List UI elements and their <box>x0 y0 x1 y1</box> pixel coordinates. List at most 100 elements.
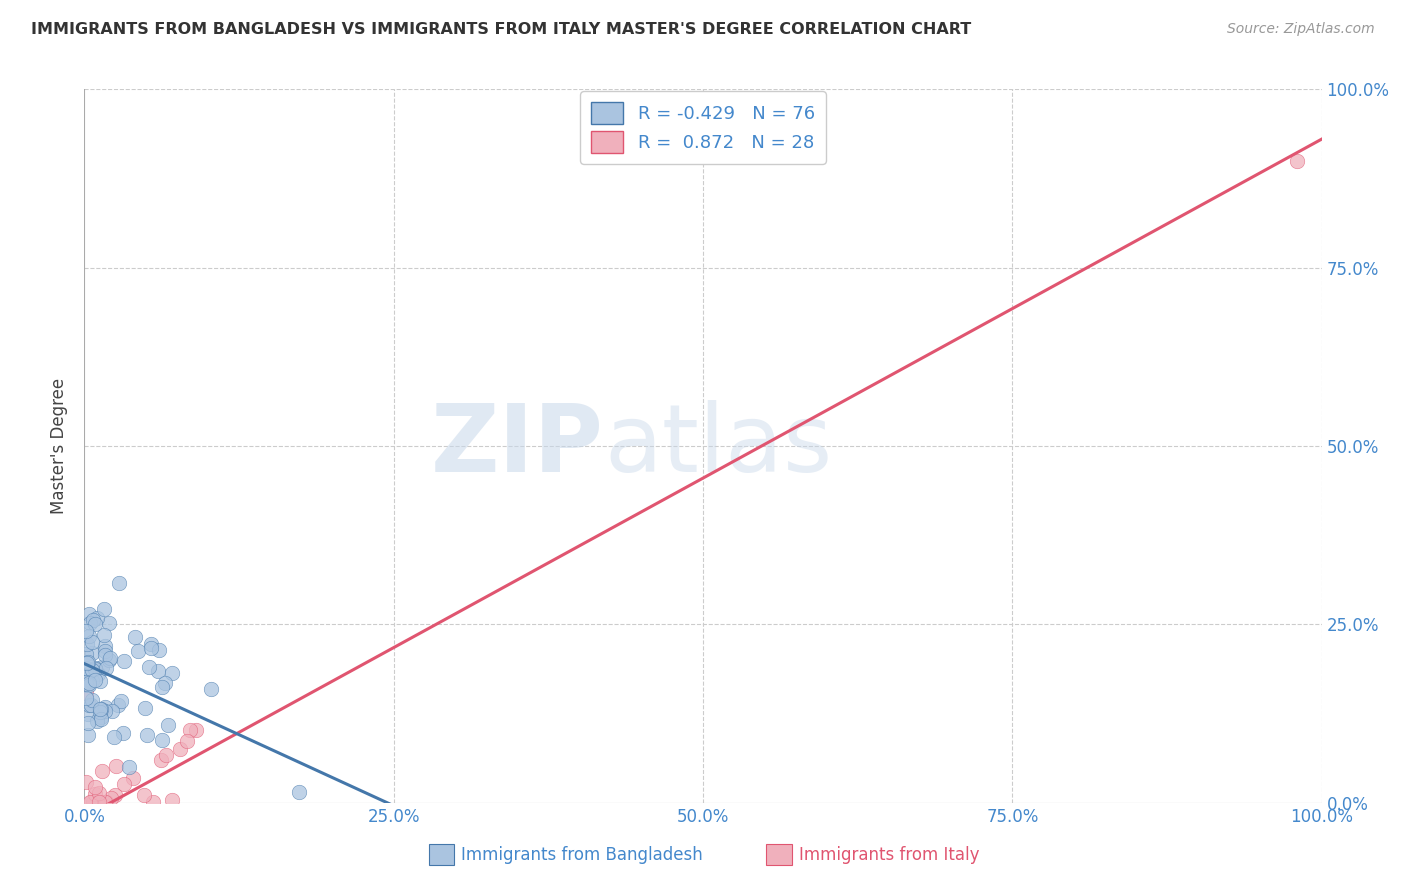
Point <box>94 700 117 714</box>
Point <box>77 715 100 730</box>
Bar <box>766 845 792 865</box>
Point <box>89 705 111 719</box>
Text: Immigrants from Bangladesh: Immigrants from Bangladesh <box>461 846 703 863</box>
Point <box>87 667 110 681</box>
Text: IMMIGRANTS FROM BANGLADESH VS IMMIGRANTS FROM ITALY MASTER'S DEGREE CORRELATION : IMMIGRANTS FROM BANGLADESH VS IMMIGRANTS… <box>31 22 972 37</box>
Point <box>94 795 117 809</box>
Legend: R = -0.429   N = 76, R =  0.872   N = 28: R = -0.429 N = 76, R = 0.872 N = 28 <box>581 91 825 164</box>
Point <box>124 630 146 644</box>
Point <box>90 712 112 726</box>
Point <box>179 723 201 737</box>
Text: atlas: atlas <box>605 400 832 492</box>
Point <box>288 785 311 799</box>
Point <box>176 734 198 748</box>
Point <box>89 673 111 688</box>
Point <box>77 607 100 622</box>
Point <box>94 795 117 809</box>
Text: Source: ZipAtlas.com: Source: ZipAtlas.com <box>1227 22 1375 37</box>
Point <box>93 704 115 718</box>
Point <box>83 617 105 632</box>
Point <box>153 676 176 690</box>
Point <box>155 747 177 762</box>
Point <box>75 774 97 789</box>
Point <box>98 651 121 665</box>
Point <box>79 615 101 630</box>
Point <box>76 655 98 669</box>
Point <box>76 637 98 651</box>
Point <box>83 787 105 801</box>
Point <box>86 611 108 625</box>
Point <box>169 742 191 756</box>
Point <box>103 731 125 745</box>
Point <box>97 616 120 631</box>
Point <box>104 788 127 802</box>
Point <box>142 795 165 809</box>
Point <box>132 789 155 803</box>
Point <box>77 728 100 742</box>
Point <box>141 637 163 651</box>
Text: ZIP: ZIP <box>432 400 605 492</box>
Point <box>127 643 149 657</box>
Point <box>90 764 112 779</box>
Text: Immigrants from Italy: Immigrants from Italy <box>799 846 979 863</box>
Point <box>112 726 135 740</box>
Point <box>86 714 108 728</box>
Point <box>1285 153 1308 168</box>
Point <box>118 760 141 774</box>
Point <box>77 663 100 677</box>
Point <box>80 646 103 660</box>
Point <box>146 664 169 678</box>
Point <box>75 624 97 638</box>
Point <box>156 718 179 732</box>
Point <box>107 698 129 712</box>
Point <box>150 733 173 747</box>
Point <box>84 780 107 794</box>
Point <box>89 795 111 809</box>
Point <box>84 662 107 676</box>
Point <box>96 661 118 675</box>
Point <box>77 698 100 712</box>
Point <box>82 795 104 809</box>
Point <box>76 656 98 670</box>
Point <box>112 777 135 791</box>
Point <box>79 795 101 809</box>
Point <box>91 660 114 674</box>
Point <box>80 693 103 707</box>
Point <box>75 660 97 674</box>
Point <box>94 640 117 654</box>
Point <box>82 635 104 649</box>
Point <box>150 680 173 694</box>
Point <box>160 666 183 681</box>
Point <box>90 710 112 724</box>
Point <box>122 772 145 786</box>
Point <box>135 728 157 742</box>
Y-axis label: Master's Degree: Master's Degree <box>51 378 69 514</box>
Point <box>112 654 135 668</box>
Point <box>134 701 156 715</box>
Point <box>89 795 111 809</box>
Point <box>80 698 103 712</box>
Point <box>101 704 124 718</box>
Point <box>90 702 112 716</box>
Point <box>89 701 111 715</box>
Point <box>94 648 117 662</box>
Point <box>148 643 170 657</box>
Point <box>110 694 132 708</box>
Point <box>82 674 104 689</box>
Point <box>80 663 103 677</box>
Point <box>93 602 115 616</box>
Point <box>97 652 120 666</box>
Bar <box>429 845 454 865</box>
Point <box>184 723 207 737</box>
Point <box>93 628 115 642</box>
Point <box>100 790 122 805</box>
Point <box>75 648 97 662</box>
Point <box>107 576 129 591</box>
Point <box>160 793 183 807</box>
Point <box>75 691 97 706</box>
Point <box>79 629 101 643</box>
Point <box>76 678 98 692</box>
Point <box>200 682 222 697</box>
Point <box>77 707 100 722</box>
Point <box>105 759 128 773</box>
